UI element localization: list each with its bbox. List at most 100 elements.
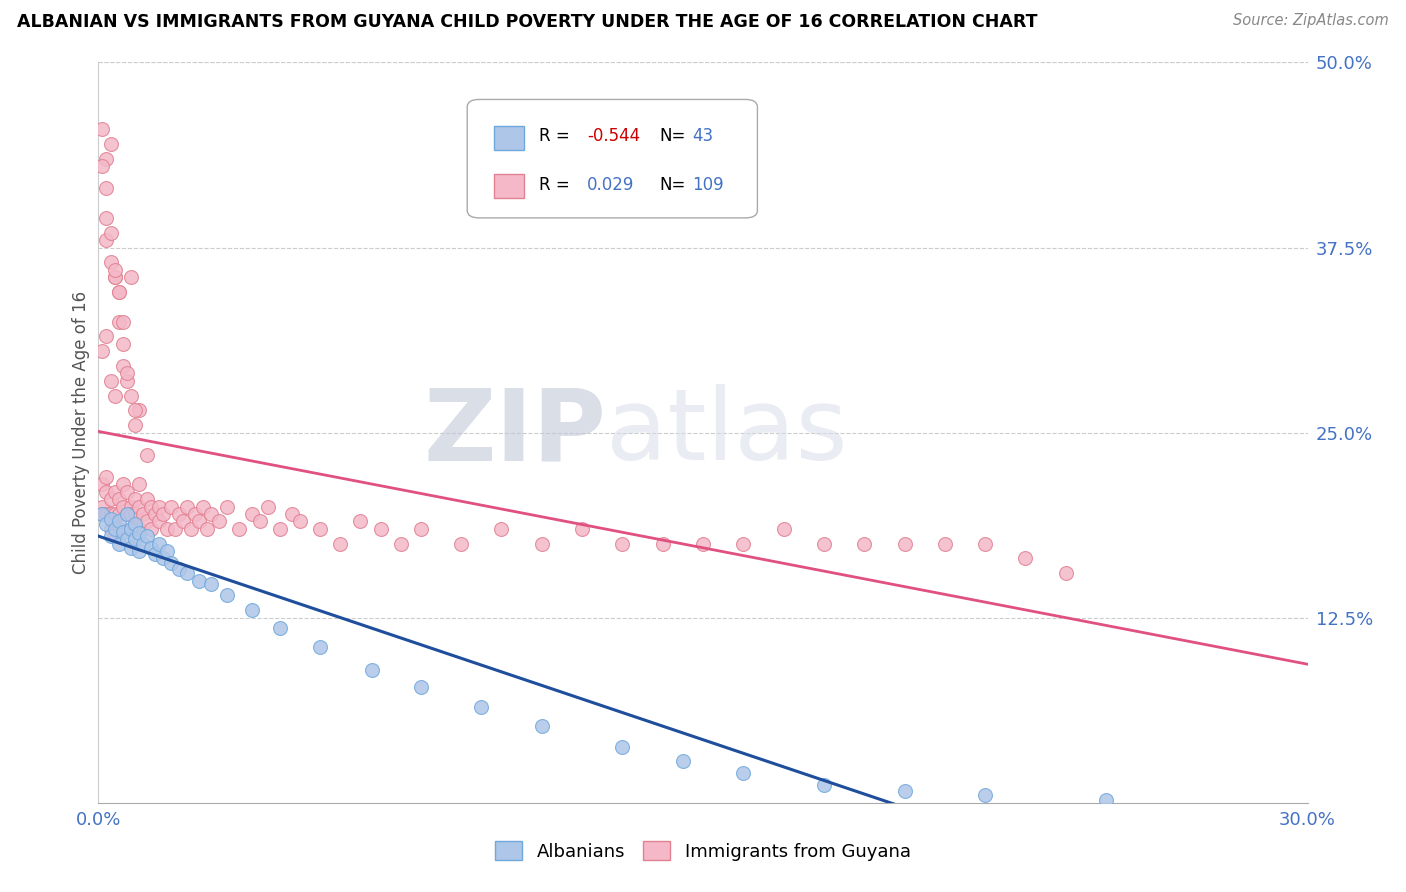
Point (240, 507, 263, 521)
Point (100, 522, 122, 536)
Point (148, 500, 170, 514)
Point (329, 536, 352, 550)
Point (269, 621, 291, 635)
Point (100, 529, 122, 543)
Point (571, 522, 593, 536)
Point (370, 522, 392, 536)
Text: -0.544: -0.544 (586, 127, 640, 145)
Point (128, 477, 150, 491)
Point (217, 500, 239, 514)
Point (91, 122, 114, 136)
Point (163, 522, 186, 536)
Point (152, 507, 174, 521)
Point (103, 270, 125, 285)
Point (167, 507, 190, 521)
Point (409, 522, 432, 536)
Point (115, 367, 138, 381)
FancyBboxPatch shape (467, 99, 758, 218)
Text: atlas: atlas (606, 384, 848, 481)
Point (96, 152, 118, 166)
Point (172, 515, 194, 529)
Point (240, 603, 263, 617)
Point (176, 500, 198, 514)
Point (124, 533, 146, 547)
Point (103, 262, 125, 277)
Point (100, 255, 122, 269)
Point (612, 739, 634, 754)
Point (139, 541, 162, 555)
Point (91, 477, 114, 491)
Point (100, 511, 122, 525)
Point (124, 418, 146, 433)
Point (100, 136, 122, 151)
Point (128, 526, 150, 541)
Point (813, 778, 835, 792)
FancyBboxPatch shape (494, 127, 524, 151)
Point (96, 233, 118, 247)
Point (143, 507, 166, 521)
Point (96, 329, 118, 343)
Point (184, 507, 207, 521)
Point (692, 536, 714, 550)
Point (288, 515, 311, 529)
Point (389, 536, 412, 550)
Point (91, 500, 114, 514)
Point (934, 536, 956, 550)
Point (120, 500, 142, 514)
Point (120, 270, 142, 285)
Point (530, 719, 553, 733)
Point (228, 522, 250, 536)
Point (120, 522, 142, 536)
Point (107, 285, 129, 299)
Point (124, 403, 146, 417)
Point (115, 533, 138, 547)
Point (193, 500, 215, 514)
Point (772, 522, 794, 536)
Point (107, 507, 129, 521)
Point (120, 541, 142, 555)
Point (409, 681, 432, 695)
Point (107, 522, 129, 536)
Point (115, 484, 138, 499)
Point (96, 181, 118, 195)
Point (100, 226, 122, 240)
Legend: Albanians, Immigrants from Guyana: Albanians, Immigrants from Guyana (488, 834, 918, 868)
Point (91, 507, 114, 521)
Point (111, 524, 134, 539)
Point (103, 522, 125, 536)
Point (612, 536, 634, 550)
Point (128, 403, 150, 417)
Point (115, 507, 138, 521)
Point (733, 766, 755, 780)
Point (135, 529, 157, 543)
Point (103, 388, 125, 402)
Point (107, 536, 129, 550)
Point (103, 484, 125, 499)
Text: 109: 109 (692, 176, 724, 194)
Point (135, 448, 157, 462)
Point (651, 536, 673, 550)
Point (111, 314, 134, 328)
Point (281, 507, 304, 521)
Point (491, 522, 513, 536)
Point (96, 517, 118, 532)
Point (200, 507, 222, 521)
Point (167, 562, 190, 576)
Text: R =: R = (538, 127, 569, 145)
Point (124, 517, 146, 532)
Point (91, 507, 114, 521)
Point (111, 359, 134, 373)
Point (249, 515, 271, 529)
Point (128, 500, 150, 514)
Point (893, 784, 915, 798)
Point (269, 522, 291, 536)
Point (111, 477, 134, 491)
Point (974, 789, 997, 803)
Point (132, 507, 155, 521)
Point (470, 699, 492, 714)
Y-axis label: Child Poverty Under the Age of 16: Child Poverty Under the Age of 16 (72, 291, 90, 574)
Point (128, 544, 150, 558)
Point (132, 536, 155, 550)
Point (530, 536, 553, 550)
Point (100, 507, 122, 521)
